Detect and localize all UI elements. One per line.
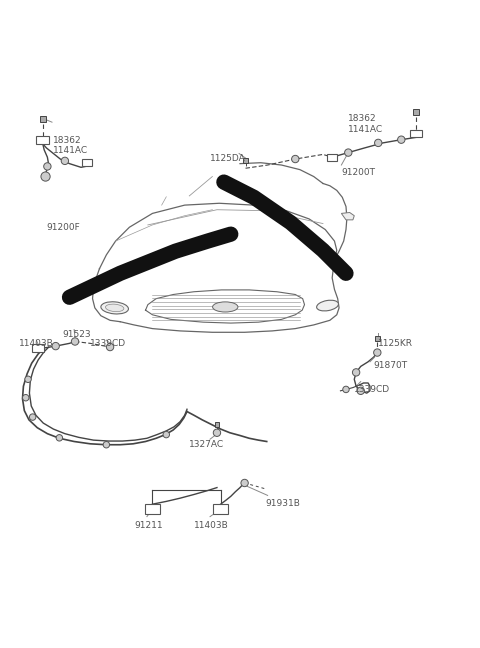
Bar xyxy=(36,135,49,144)
Circle shape xyxy=(72,338,79,345)
Text: 1125KR: 1125KR xyxy=(378,339,413,348)
Circle shape xyxy=(292,156,299,163)
Bar xyxy=(82,159,92,166)
Text: 91931B: 91931B xyxy=(265,499,300,508)
Circle shape xyxy=(343,386,349,393)
Bar xyxy=(33,344,44,352)
Circle shape xyxy=(41,172,50,181)
Circle shape xyxy=(163,432,169,438)
Ellipse shape xyxy=(213,302,238,312)
Circle shape xyxy=(352,369,360,376)
Text: 11403B: 11403B xyxy=(194,521,228,530)
Circle shape xyxy=(25,376,31,382)
Ellipse shape xyxy=(106,304,124,312)
Text: 1327AC: 1327AC xyxy=(189,440,225,449)
Circle shape xyxy=(52,342,60,350)
Circle shape xyxy=(29,414,36,421)
Bar xyxy=(410,130,422,137)
Bar xyxy=(375,336,380,341)
Circle shape xyxy=(373,349,381,356)
Polygon shape xyxy=(341,213,354,220)
Text: 18362
1141AC: 18362 1141AC xyxy=(348,114,384,133)
Bar xyxy=(40,116,46,122)
Circle shape xyxy=(56,435,62,441)
Bar xyxy=(327,154,337,161)
Circle shape xyxy=(103,441,109,448)
Circle shape xyxy=(44,163,51,170)
Text: 91211: 91211 xyxy=(134,521,163,530)
Circle shape xyxy=(397,136,405,143)
Text: 1339CD: 1339CD xyxy=(90,339,126,348)
Circle shape xyxy=(241,480,248,487)
Text: 11403B: 11403B xyxy=(19,339,54,348)
Circle shape xyxy=(23,395,29,401)
Circle shape xyxy=(107,343,114,351)
Text: 1125DA: 1125DA xyxy=(210,154,246,163)
Bar xyxy=(145,504,160,515)
Bar xyxy=(243,158,248,163)
Circle shape xyxy=(345,149,352,156)
Text: 91200T: 91200T xyxy=(341,168,375,178)
Text: 91523: 91523 xyxy=(62,330,91,338)
Text: 18362
1141AC: 18362 1141AC xyxy=(53,136,88,156)
Bar xyxy=(413,110,419,115)
Text: 91870T: 91870T xyxy=(373,361,408,370)
Bar xyxy=(215,422,219,427)
Circle shape xyxy=(357,387,364,395)
Bar xyxy=(213,504,228,515)
Circle shape xyxy=(213,429,221,437)
Circle shape xyxy=(374,139,382,146)
Circle shape xyxy=(61,157,69,165)
Ellipse shape xyxy=(101,302,129,314)
Ellipse shape xyxy=(317,300,338,311)
Text: 91200F: 91200F xyxy=(47,223,80,231)
Text: 1339CD: 1339CD xyxy=(354,385,390,394)
